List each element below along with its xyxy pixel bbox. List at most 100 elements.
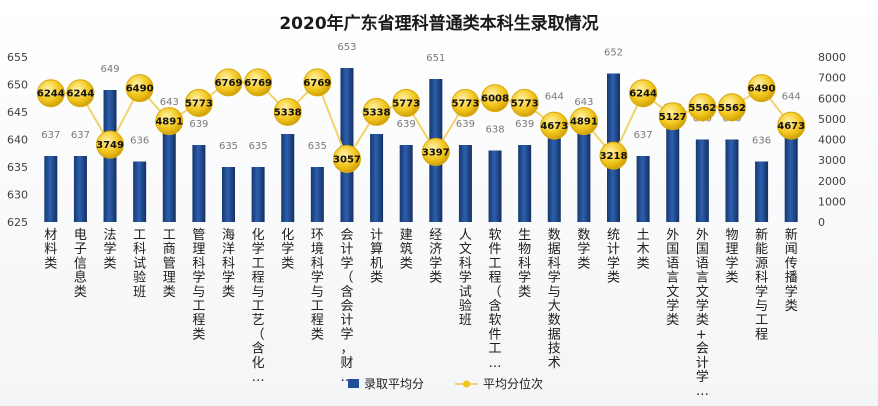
rank-value-label: 6244 bbox=[37, 89, 65, 100]
bar-value-label: 638 bbox=[485, 125, 504, 136]
line-marker bbox=[66, 79, 95, 108]
bar bbox=[370, 134, 384, 222]
rank-value-label: 3397 bbox=[422, 147, 450, 158]
bar bbox=[162, 123, 176, 222]
right-y-axis: 0 1000 2000 3000 4000 5000 6000 7000 8000 bbox=[818, 51, 846, 229]
line-marker bbox=[569, 107, 598, 136]
legend-line-label: 平均分位次 bbox=[483, 376, 543, 391]
bar bbox=[547, 117, 561, 222]
bar bbox=[44, 156, 58, 222]
rank-value-label: 5773 bbox=[452, 98, 480, 109]
category-label: 计算机类 bbox=[370, 228, 383, 286]
category-label: 物理学类 bbox=[725, 228, 738, 286]
category-label: 外国语言文学类 bbox=[666, 228, 679, 328]
bar bbox=[458, 145, 472, 222]
category-label: 环境科学与工程类 bbox=[311, 228, 324, 342]
category-label: 新能源科学与工程 bbox=[755, 227, 768, 342]
rank-value-label: 4673 bbox=[777, 121, 805, 132]
category-label: 经济学类 bbox=[429, 228, 442, 286]
line-marker bbox=[717, 93, 746, 122]
line-marker bbox=[629, 79, 658, 108]
rank-value-label: 6490 bbox=[748, 84, 776, 95]
category-label: 材料类 bbox=[44, 228, 57, 271]
left-tick-label: 630 bbox=[7, 189, 28, 202]
bar-value-label: 635 bbox=[249, 141, 268, 152]
category-label: 外国语言文学类+会计学… bbox=[696, 228, 709, 399]
bar-series: 6376376496366436396356356416356536416396… bbox=[41, 42, 801, 222]
right-tick-label: 8000 bbox=[818, 51, 846, 64]
rank-value-label: 4673 bbox=[540, 121, 568, 132]
rank-value-label: 6769 bbox=[244, 78, 272, 89]
right-tick-label: 1000 bbox=[818, 195, 846, 208]
left-tick-label: 635 bbox=[7, 161, 28, 174]
bar bbox=[518, 145, 532, 222]
rank-value-label: 3218 bbox=[600, 151, 628, 162]
category-label: 会计学（含会计学，财… bbox=[340, 228, 353, 385]
rank-value-label: 3749 bbox=[96, 140, 124, 151]
bar-value-label: 635 bbox=[219, 141, 238, 152]
bar-value-label: 643 bbox=[574, 97, 593, 108]
category-label: 法学类 bbox=[104, 228, 117, 271]
category-label: 数据科学与大数据技术 bbox=[548, 228, 561, 371]
category-label: 数学类 bbox=[577, 228, 590, 271]
line-marker bbox=[244, 68, 273, 97]
rank-value-label: 5338 bbox=[363, 107, 391, 118]
chart-title: 2020年广东省理科普通类本科生录取情况 bbox=[279, 13, 598, 34]
bar-value-label: 644 bbox=[782, 92, 801, 103]
bar bbox=[636, 156, 650, 222]
bar bbox=[695, 139, 709, 222]
category-label: 工商管理类 bbox=[163, 228, 176, 300]
bar bbox=[784, 117, 798, 222]
bar bbox=[577, 123, 591, 222]
category-label: 生物科学类 bbox=[518, 228, 531, 300]
right-tick-label: 3000 bbox=[818, 154, 846, 167]
category-label: 电子信息类 bbox=[74, 228, 87, 300]
bar-value-label: 651 bbox=[426, 53, 445, 64]
category-label: 新闻传播学类 bbox=[785, 227, 798, 314]
rank-value-label: 6008 bbox=[481, 94, 509, 105]
rank-value-label: 6490 bbox=[126, 84, 154, 95]
right-tick-label: 2000 bbox=[818, 175, 846, 188]
rank-value-label: 5773 bbox=[392, 98, 420, 109]
rank-value-label: 6244 bbox=[67, 89, 95, 100]
bar-value-label: 639 bbox=[397, 119, 416, 130]
category-label: 软件工程（含软件工… bbox=[489, 228, 502, 371]
line-marker bbox=[36, 79, 65, 108]
line-marker bbox=[184, 88, 213, 117]
line-marker bbox=[332, 144, 361, 173]
bar-value-label: 653 bbox=[337, 42, 356, 53]
right-tick-label: 7000 bbox=[818, 72, 846, 85]
bar bbox=[133, 161, 147, 222]
rank-value-label: 3057 bbox=[333, 154, 361, 165]
bar-value-label: 639 bbox=[456, 119, 475, 130]
rank-value-label: 5562 bbox=[688, 103, 716, 114]
bar bbox=[281, 134, 295, 222]
right-tick-label: 0 bbox=[818, 216, 825, 229]
category-label: 建筑类 bbox=[400, 228, 413, 271]
line-marker bbox=[510, 88, 539, 117]
bar-value-label: 636 bbox=[752, 136, 771, 147]
bar bbox=[192, 145, 206, 222]
right-tick-label: 6000 bbox=[818, 92, 846, 105]
bar-value-label: 637 bbox=[634, 130, 653, 141]
line-marker bbox=[214, 68, 243, 97]
rank-value-label: 6244 bbox=[629, 89, 657, 100]
bar bbox=[755, 161, 769, 222]
line-marker bbox=[303, 68, 332, 97]
left-y-axis: 625 630 635 640 645 650 655 bbox=[7, 51, 28, 229]
bar bbox=[666, 128, 680, 222]
bar bbox=[488, 150, 502, 222]
left-tick-label: 625 bbox=[7, 216, 28, 229]
line-marker bbox=[96, 130, 125, 159]
line-marker bbox=[392, 88, 421, 117]
rank-value-label: 4891 bbox=[570, 117, 598, 128]
line-marker bbox=[362, 97, 391, 126]
line-marker bbox=[658, 102, 687, 131]
bar bbox=[251, 167, 265, 222]
left-tick-label: 640 bbox=[7, 134, 28, 147]
bar bbox=[399, 145, 413, 222]
line-marker bbox=[777, 111, 806, 140]
line-marker bbox=[421, 137, 450, 166]
bar-value-label: 644 bbox=[545, 92, 564, 103]
